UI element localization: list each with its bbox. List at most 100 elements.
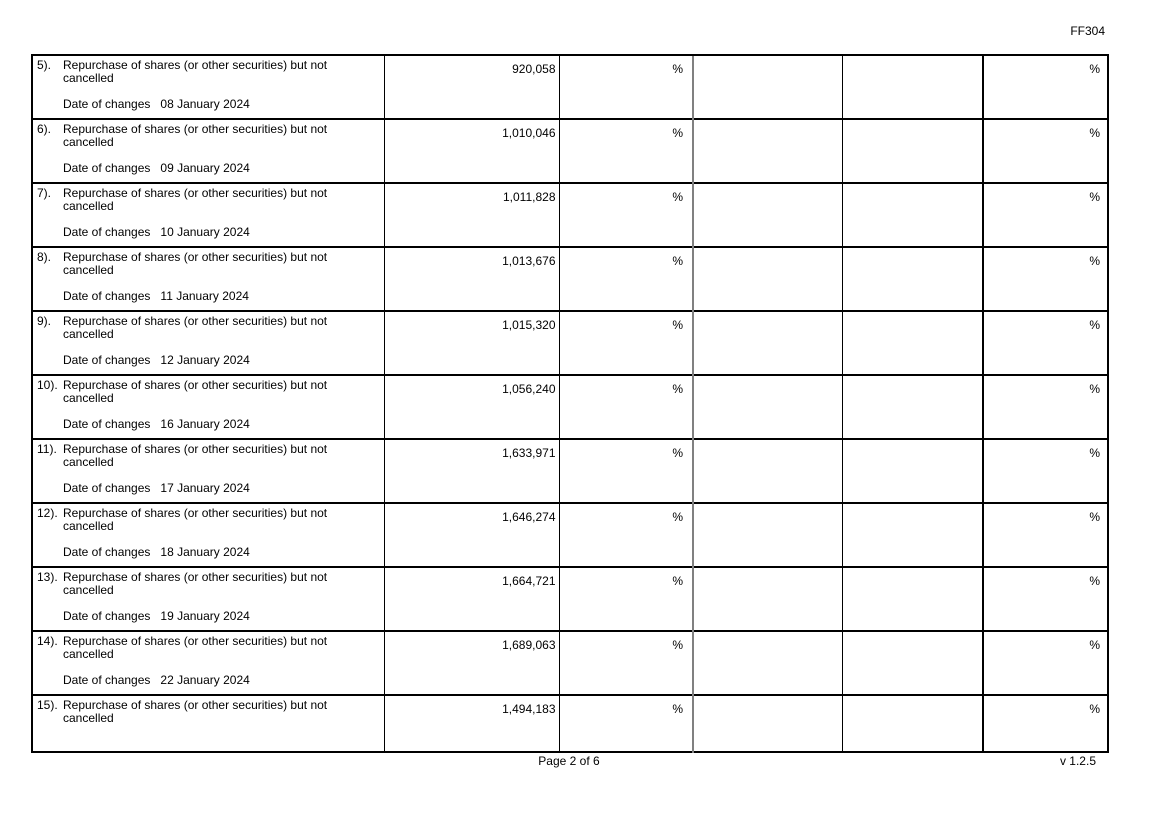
shares-value-cell: 1,011,828: [383, 182, 559, 247]
percent-sign: %: [1089, 126, 1100, 140]
date-of-changes-line: Date of changes 08 January 2024: [63, 98, 384, 111]
table-row: 8). Repurchase of shares (or other secur…: [32, 246, 1108, 311]
date-of-changes-line: Date of changes 11 January 2024: [63, 290, 384, 303]
shares-value-cell: 1,646,274: [383, 502, 559, 567]
empty-cell-second: [841, 118, 983, 183]
table-row: 5). Repurchase of shares (or other secur…: [32, 54, 1108, 119]
percent-sign: %: [672, 190, 683, 204]
row-number: 6).: [37, 122, 52, 136]
percent-sign: %: [1089, 190, 1100, 204]
date-of-changes-label: Date of changes: [63, 417, 151, 431]
row-number: 14).: [37, 634, 58, 648]
percent-cell-second: %: [982, 566, 1108, 631]
description-cell: 12). Repurchase of shares (or other secu…: [32, 502, 384, 567]
row-description: Repurchase of shares (or other securitie…: [63, 442, 328, 469]
table-row: 14). Repurchase of shares (or other secu…: [32, 630, 1108, 695]
empty-cell-first: [692, 438, 842, 503]
empty-cell-first: [692, 374, 842, 439]
description-cell: 9). Repurchase of shares (or other secur…: [32, 310, 384, 375]
percent-cell-second: %: [982, 54, 1108, 119]
percent-cell-second: %: [982, 182, 1108, 247]
date-of-changes-value: 18 January 2024: [160, 545, 250, 559]
date-of-changes-value: 17 January 2024: [160, 481, 250, 495]
percent-sign: %: [1089, 702, 1100, 716]
date-of-changes-label: Date of changes: [63, 481, 151, 495]
empty-cell-first: [692, 630, 842, 695]
date-of-changes-label: Date of changes: [63, 353, 151, 367]
percent-cell-first: %: [558, 118, 693, 183]
empty-cell-first: [692, 566, 842, 631]
percent-sign: %: [1089, 638, 1100, 652]
shares-value-cell: 1,689,063: [383, 630, 559, 695]
empty-cell-second: [841, 246, 983, 311]
shares-value: 1,010,046: [502, 126, 556, 140]
date-of-changes-label: Date of changes: [63, 225, 151, 239]
row-description: Repurchase of shares (or other securitie…: [63, 250, 328, 277]
table-row: 6). Repurchase of shares (or other secur…: [32, 118, 1108, 183]
percent-cell-second: %: [982, 630, 1108, 695]
description-cell: 5). Repurchase of shares (or other secur…: [32, 54, 384, 119]
table-row: 9). Repurchase of shares (or other secur…: [32, 310, 1108, 375]
percent-cell-first: %: [558, 374, 693, 439]
description-cell: 6). Repurchase of shares (or other secur…: [32, 118, 384, 183]
description-cell: 11). Repurchase of shares (or other secu…: [32, 438, 384, 503]
empty-cell-second: [841, 502, 983, 567]
shares-value: 1,015,320: [502, 318, 556, 332]
row-number: 10).: [37, 378, 58, 392]
shares-value: 1,646,274: [502, 510, 556, 524]
date-of-changes-line: Date of changes 12 January 2024: [63, 354, 384, 367]
row-description: Repurchase of shares (or other securitie…: [63, 634, 328, 661]
date-of-changes-line: Date of changes 09 January 2024: [63, 162, 384, 175]
percent-cell-second: %: [982, 694, 1108, 752]
empty-cell-first: [692, 246, 842, 311]
percent-sign: %: [672, 638, 683, 652]
percent-cell-first: %: [558, 246, 693, 311]
description-cell: 15). Repurchase of shares (or other secu…: [32, 694, 384, 752]
percent-cell-second: %: [982, 502, 1108, 567]
row-description: Repurchase of shares (or other securitie…: [63, 314, 328, 341]
percent-cell-first: %: [558, 54, 693, 119]
shares-value: 1,664,721: [502, 574, 556, 588]
date-of-changes-value: 09 January 2024: [160, 161, 250, 175]
table-row: 10). Repurchase of shares (or other secu…: [32, 374, 1108, 439]
table-row: 11). Repurchase of shares (or other secu…: [32, 438, 1108, 503]
shares-value: 1,689,063: [502, 638, 556, 652]
shares-value-cell: 920,058: [383, 54, 559, 119]
empty-cell-second: [841, 630, 983, 695]
description-cell: 10). Repurchase of shares (or other secu…: [32, 374, 384, 439]
shares-value: 1,013,676: [502, 254, 556, 268]
date-of-changes-line: Date of changes 10 January 2024: [63, 226, 384, 239]
percent-sign: %: [1089, 382, 1100, 396]
percent-sign: %: [672, 126, 683, 140]
percent-cell-first: %: [558, 630, 693, 695]
percent-sign: %: [672, 510, 683, 524]
date-of-changes-label: Date of changes: [63, 673, 151, 687]
shares-value-cell: 1,010,046: [383, 118, 559, 183]
percent-sign: %: [1089, 318, 1100, 332]
row-number: 8).: [37, 250, 52, 264]
percent-sign: %: [672, 446, 683, 460]
row-number: 12).: [37, 506, 58, 520]
date-of-changes-value: 11 January 2024: [160, 289, 249, 303]
description-cell: 14). Repurchase of shares (or other secu…: [32, 630, 384, 695]
row-number: 5).: [37, 58, 52, 72]
form-code-label: FF304: [1070, 24, 1105, 38]
percent-sign: %: [672, 62, 683, 76]
date-of-changes-line: Date of changes 22 January 2024: [63, 674, 384, 687]
row-number: 9).: [37, 314, 52, 328]
shares-value: 1,011,828: [503, 190, 556, 204]
empty-cell-second: [841, 374, 983, 439]
date-of-changes-line: Date of changes 19 January 2024: [63, 610, 384, 623]
table-row: 7). Repurchase of shares (or other secur…: [32, 182, 1108, 247]
percent-cell-first: %: [558, 502, 693, 567]
description-cell: 8). Repurchase of shares (or other secur…: [32, 246, 384, 311]
date-of-changes-line: Date of changes 16 January 2024: [63, 418, 384, 431]
page-indicator: Page 2 of 6: [538, 754, 600, 768]
percent-sign: %: [1089, 574, 1100, 588]
empty-cell-first: [692, 310, 842, 375]
percent-sign: %: [1089, 254, 1100, 268]
percent-sign: %: [672, 702, 683, 716]
shares-value-cell: 1,056,240: [383, 374, 559, 439]
row-number: 7).: [37, 186, 52, 200]
date-of-changes-value: 12 January 2024: [160, 353, 250, 367]
